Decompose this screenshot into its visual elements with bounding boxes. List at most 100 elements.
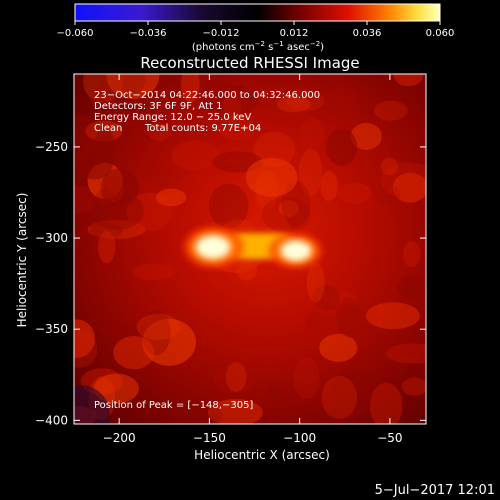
texture-blob xyxy=(113,335,155,370)
colorbar-units: (photons cm−2 s−1 asec−2) xyxy=(192,40,324,53)
texture-blob xyxy=(106,74,160,99)
texture-blob xyxy=(253,131,296,168)
texture-blob xyxy=(213,364,256,394)
texture-blob xyxy=(293,357,320,400)
texture-blob xyxy=(305,311,323,332)
texture-blob xyxy=(266,382,284,406)
colorbar-tick-label: 0.036 xyxy=(353,28,382,39)
texture-blob xyxy=(401,377,426,396)
texture-blob xyxy=(170,399,222,424)
texture-blob xyxy=(74,185,98,214)
plot-frame xyxy=(73,73,427,425)
annotation-block: 23−Oct−2014 04:22:46.000 to 04:32:46.000… xyxy=(94,90,320,411)
x-axis-label: Heliocentric X (arcsec) xyxy=(194,448,330,462)
x-tick-label: −200 xyxy=(103,431,136,445)
texture-blob xyxy=(97,231,116,264)
texture-blob xyxy=(223,92,242,119)
footer-date: 5−Jul−2017 12:01 xyxy=(375,483,495,498)
y-axis-ticks: −250 −300 −350 −400 xyxy=(35,140,426,427)
texture-blob xyxy=(225,362,247,392)
texture-blob xyxy=(93,373,139,404)
texture-blob xyxy=(218,117,256,141)
texture-blob xyxy=(298,148,323,197)
texture-blob xyxy=(132,263,176,281)
texture-blob xyxy=(338,182,372,204)
colorbar-tick-label: 0.060 xyxy=(426,28,455,39)
texture-blob xyxy=(100,168,139,208)
sources-layer xyxy=(178,223,327,272)
texture-blob xyxy=(320,171,338,201)
y-tick-label: −350 xyxy=(35,322,68,336)
texture-blob xyxy=(156,188,187,207)
x-axis-ticks: −200 −150 −100 −50 xyxy=(103,74,403,445)
source-core xyxy=(197,237,229,257)
texture-blob xyxy=(373,100,408,121)
source-core xyxy=(282,242,310,260)
texture-blob xyxy=(286,90,325,112)
chart-title: Reconstructed RHESSI Image xyxy=(140,54,359,72)
texture-blob xyxy=(136,313,181,340)
colorbar-tick-label: −0.036 xyxy=(129,28,166,39)
texture-blob xyxy=(321,376,358,420)
texture-blob xyxy=(207,398,263,424)
y-tick-label: −300 xyxy=(35,231,68,245)
texture-blob xyxy=(393,74,424,87)
y-tick-label: −400 xyxy=(35,413,68,427)
texture-blob xyxy=(278,199,299,218)
texture-blob xyxy=(350,122,382,150)
colorbar: −0.060 −0.036 −0.012 0.012 0.036 0.060 (photo… xyxy=(56,3,454,53)
texture-blob xyxy=(373,184,401,205)
texture-blob xyxy=(74,330,98,368)
texture-blob xyxy=(148,123,171,142)
texture-blob xyxy=(319,333,358,362)
texture-blob xyxy=(392,172,426,203)
texture-blob xyxy=(74,113,95,162)
colorbar-gradient xyxy=(74,3,441,22)
texture-blob xyxy=(276,96,311,113)
texture-blob xyxy=(199,84,259,117)
x-tick-label: −50 xyxy=(377,431,402,445)
annotation-energy-range: Energy Range: 12.0 − 25.0 keV xyxy=(94,112,251,123)
texture-blob xyxy=(306,262,325,303)
annotation-clean: Clean xyxy=(94,123,122,134)
texture-blob xyxy=(171,140,220,170)
texture-blob xyxy=(126,192,173,232)
colorbar-tick-label: 0.012 xyxy=(280,28,309,39)
y-tick-label: −250 xyxy=(35,140,68,154)
texture-blob xyxy=(281,180,311,227)
y-axis-label: Heliocentric Y (arcsec) xyxy=(15,193,29,328)
annotation-detectors: Detectors: 3F 6F 9F, Att 1 xyxy=(94,101,222,112)
texture-blob xyxy=(312,285,341,311)
texture-blob xyxy=(92,322,146,336)
texture-blob xyxy=(299,117,325,149)
texture-blob xyxy=(89,222,123,239)
texture-blob xyxy=(129,169,181,187)
texture-blob xyxy=(326,128,358,166)
texture-blob xyxy=(96,74,146,101)
texture-blob xyxy=(75,148,113,180)
colorbar-tick-label: −0.060 xyxy=(56,28,93,39)
texture-blob xyxy=(142,318,197,366)
colorbar-ticks: −0.060 −0.036 −0.012 0.012 0.036 0.060 xyxy=(56,21,454,39)
texture-blob xyxy=(87,220,146,239)
texture-blob xyxy=(397,275,426,300)
texture-blob xyxy=(245,157,298,197)
texture-blob xyxy=(402,241,421,268)
texture-blob xyxy=(380,162,426,199)
texture-blob xyxy=(74,385,110,424)
x-tick-label: −150 xyxy=(193,431,226,445)
image-texture xyxy=(74,74,426,424)
texture-blob xyxy=(323,86,358,109)
texture-blob xyxy=(331,370,372,418)
plot-image xyxy=(74,74,426,424)
texture-blob xyxy=(336,297,362,336)
texture-blob xyxy=(385,343,426,364)
x-tick-label: −100 xyxy=(283,431,316,445)
texture-blob xyxy=(338,305,367,339)
texture-blob xyxy=(141,310,171,356)
texture-blob xyxy=(181,74,200,103)
texture-blob xyxy=(91,86,116,110)
texture-blob xyxy=(208,183,249,229)
annotation-time-range: 23−Oct−2014 04:22:46.000 to 04:32:46.000 xyxy=(94,90,320,101)
